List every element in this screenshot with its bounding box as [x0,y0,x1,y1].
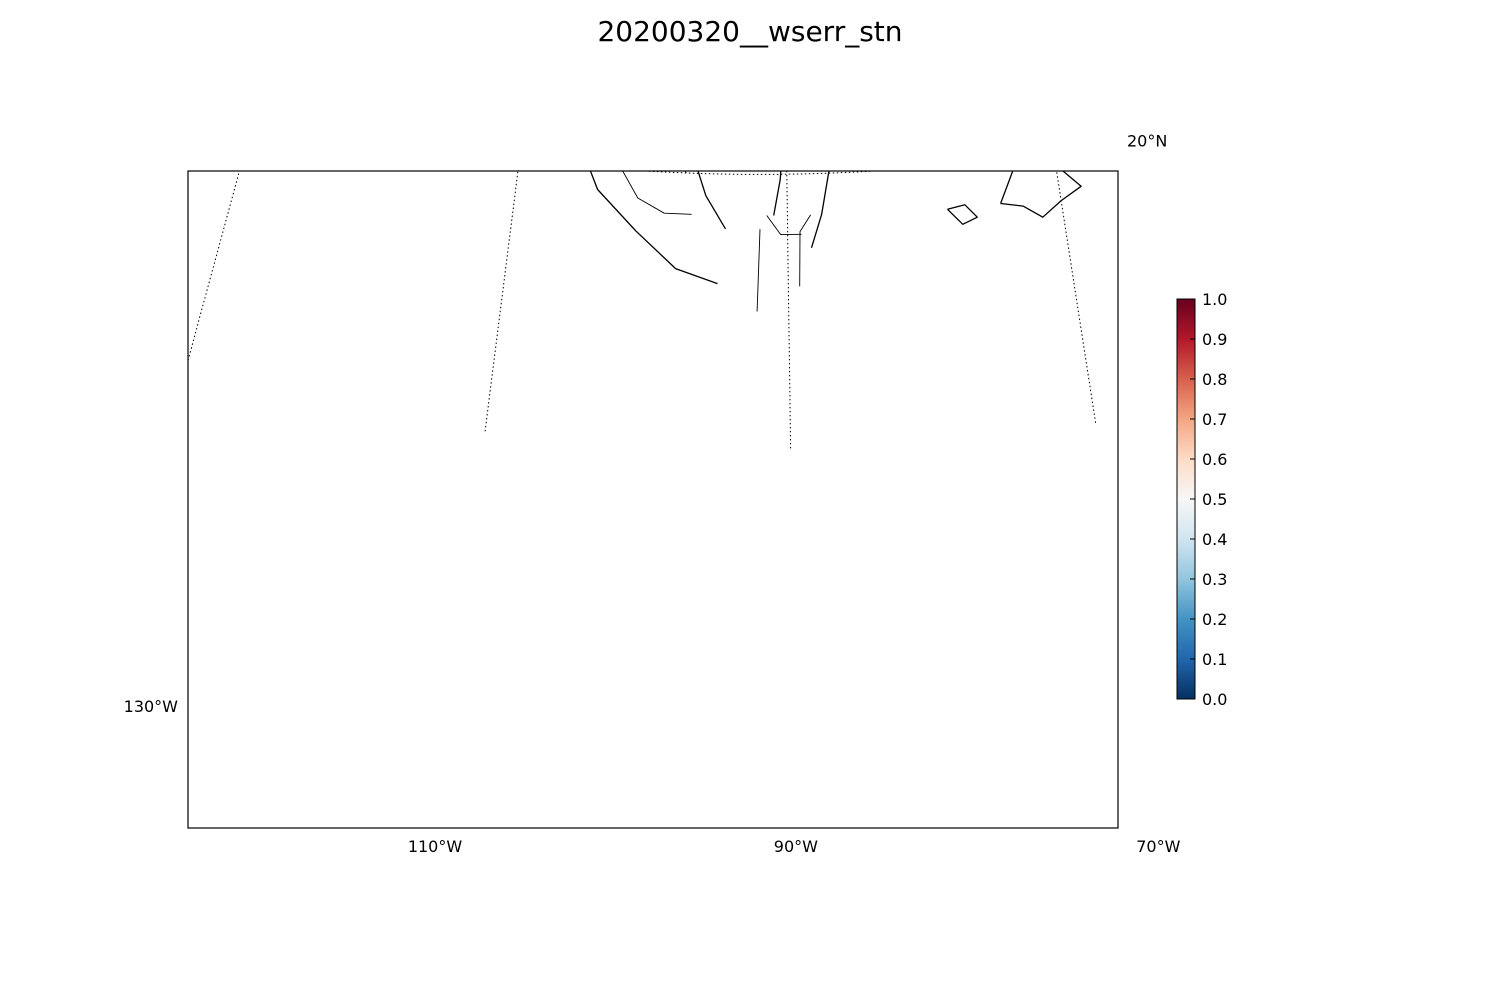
station-marker [540,12,544,16]
station-marker [592,35,596,39]
station-marker [572,15,576,19]
station-marker [646,9,650,13]
station-marker [884,4,888,8]
station-marker [540,12,544,16]
latitude-line [129,68,1315,175]
map-area [129,0,1315,828]
station-marker [861,5,865,9]
station-marker [527,15,531,19]
station-marker [572,88,576,92]
station-marker [860,1,864,5]
station-marker [873,2,877,6]
station-marker [638,69,642,73]
station-marker [590,66,594,70]
station-marker [860,1,864,5]
station-marker [589,59,593,63]
station-marker [590,66,594,70]
map-title: 20200320__wserr_stn [597,15,902,48]
station-marker [873,2,877,6]
station-marker [884,4,888,8]
station-marker [860,1,864,5]
station-marker [861,5,865,9]
station-marker [616,64,620,68]
station-marker [630,92,634,96]
station-marker [540,0,544,3]
station-marker [589,59,593,63]
station-marker [638,69,642,73]
station-marker [527,15,531,19]
station-marker [665,55,669,59]
station-marker [860,1,864,5]
station-marker [861,5,865,9]
station-marker [884,4,888,8]
station-marker [884,4,888,8]
station-marker [873,2,877,6]
station-marker [861,5,865,9]
